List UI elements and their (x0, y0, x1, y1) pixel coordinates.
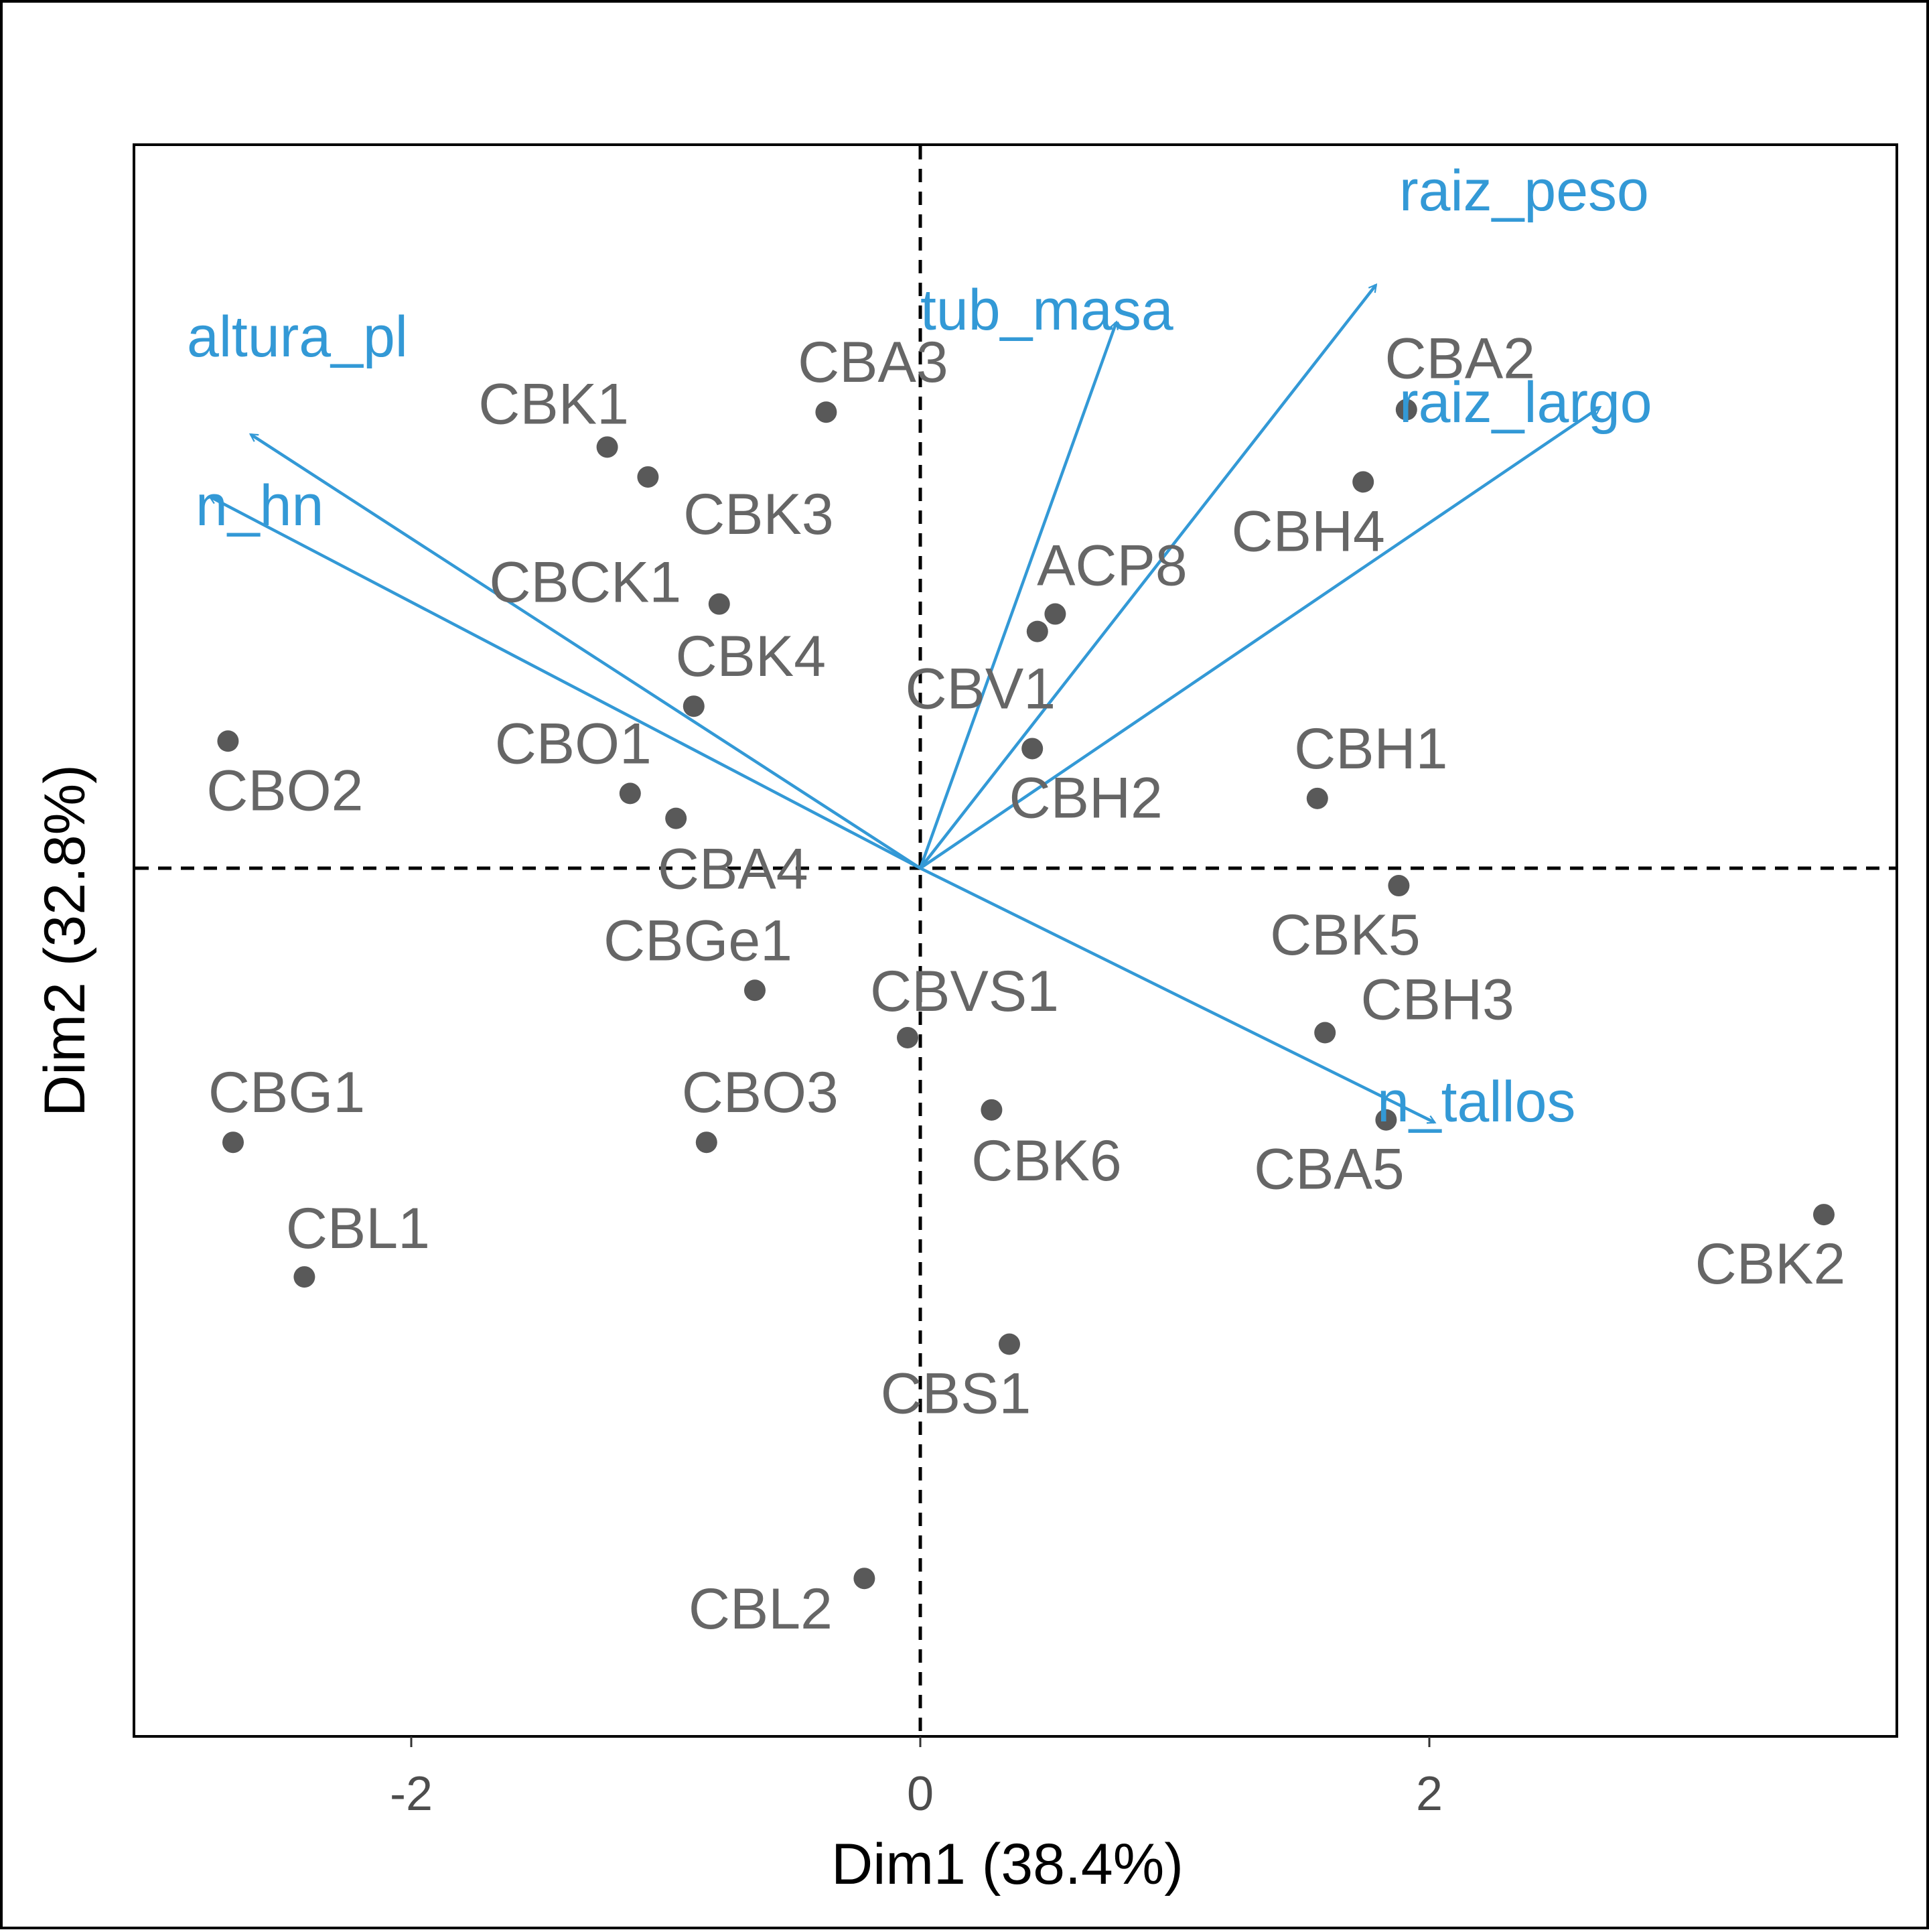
point-label-cbl1: CBL1 (286, 1196, 430, 1261)
point-cba3 (815, 401, 837, 423)
point-label-cbvs1: CBVS1 (870, 959, 1059, 1024)
x-axis: -2 0 2 (390, 1736, 1443, 1821)
point-label-cbs1: CBS1 (881, 1362, 1031, 1426)
variable-labels: raiz_peso tub_masa altura_pl raiz_largo n_hn… (187, 159, 1652, 1134)
point-label-cbl2: CBL2 (689, 1577, 833, 1641)
point-label-cbh1: CBH1 (1294, 717, 1447, 781)
point-cba2 (1395, 399, 1417, 421)
point-cbg1 (222, 1131, 244, 1154)
point-label-cbk5: CBK5 (1270, 903, 1421, 967)
point-label-cbk2: CBK2 (1695, 1232, 1846, 1296)
point-cbk3 (637, 466, 659, 488)
point-label-cba5: CBA5 (1254, 1137, 1405, 1202)
point-cbk6 (981, 1099, 1003, 1121)
x-tick-label: 2 (1416, 1767, 1443, 1821)
variable-label-n-tallos: n_tallos (1377, 1070, 1575, 1134)
point-label-cbge1: CBGe1 (603, 908, 792, 973)
point-cbk2 (1813, 1204, 1835, 1226)
point-cba4 (665, 807, 687, 829)
point-cbo1 (619, 782, 641, 805)
point-label-cbh2: CBH2 (1009, 766, 1162, 830)
x-tick-label: -2 (390, 1767, 433, 1821)
point-label-cbg1: CBG1 (208, 1060, 365, 1125)
arrow-raiz-largo (919, 405, 1600, 870)
point-cbo3 (695, 1131, 717, 1154)
point-label-cbh4: CBH4 (1231, 499, 1384, 563)
variable-label-raiz-largo: raiz_largo (1399, 370, 1652, 435)
point-label-cbk6: CBK6 (971, 1129, 1122, 1193)
point-label-cbk4: CBK4 (675, 624, 826, 689)
reference-lines (135, 146, 1896, 1735)
plot-panel (133, 143, 1898, 1738)
point-cbh3 (1314, 1022, 1336, 1044)
variable-label-raiz-peso: raiz_peso (1399, 159, 1649, 223)
variable-arrows (210, 285, 1600, 1123)
point-cbck1 (708, 593, 730, 615)
y-axis-label: Dim2 (32.8%) (33, 764, 97, 1117)
arrow-tub-masa (918, 322, 1117, 869)
point-label-cbo2: CBO2 (206, 758, 363, 823)
point-label-cbk1: CBK1 (478, 372, 629, 436)
variable-label-tub-masa: tub_masa (920, 278, 1173, 342)
point-cbh1 (1306, 787, 1328, 809)
individual-points (217, 399, 1835, 1590)
point-cbk4 (683, 695, 705, 717)
point-labels: CBA3 CBK1 CBK3 CBA2 CBH4 ACP8 CBV1 CBCK1 CBK4 CBO… (206, 327, 1845, 1642)
point-label-cbk3: CBK3 (683, 482, 834, 547)
point-label-cbo3: CBO3 (682, 1060, 839, 1125)
x-axis-label: Dim1 (38.4%) (831, 1832, 1184, 1896)
point-label-cba4: CBA4 (658, 837, 808, 902)
point-label-cbh3: CBH3 (1360, 968, 1514, 1032)
point-label-cbck1: CBCK1 (489, 551, 681, 615)
point-label-cba2: CBA2 (1384, 327, 1535, 391)
point-cbk5 (1388, 875, 1410, 897)
arrow-raiz-peso (919, 285, 1376, 870)
point-label-cbv1: CBV1 (905, 657, 1056, 721)
point-cbo2 (217, 730, 239, 752)
point-label-cba3: CBA3 (798, 330, 948, 395)
pca-biplot-chart: CBA3 CBK1 CBK3 CBA2 CBH4 ACP8 CBV1 CBCK1 CBK4 CBO… (33, 143, 1898, 1896)
point-cbs1 (999, 1333, 1020, 1355)
point-cbk1 (596, 436, 618, 458)
point-cbge1 (744, 979, 766, 1002)
arrow-altura-pl (251, 433, 922, 870)
arrow-n-hn (210, 495, 922, 870)
point-cbl2 (853, 1568, 875, 1590)
point-cbh4 (1352, 471, 1374, 493)
point-label-acp8: ACP8 (1037, 534, 1188, 598)
point-acp8 (1044, 603, 1066, 625)
arrow-n-tallos (920, 866, 1435, 1122)
point-cbv1 (1026, 620, 1048, 642)
variable-label-n-hn: n_hn (196, 474, 324, 538)
point-label-cbo1: CBO1 (495, 711, 652, 776)
point-cba5 (1375, 1109, 1397, 1131)
point-cbvs1 (897, 1026, 918, 1048)
variable-label-altura-pl: altura_pl (187, 305, 408, 369)
x-tick-label: 0 (907, 1767, 934, 1821)
point-cbh2 (1021, 738, 1044, 760)
point-cbl1 (293, 1266, 315, 1288)
